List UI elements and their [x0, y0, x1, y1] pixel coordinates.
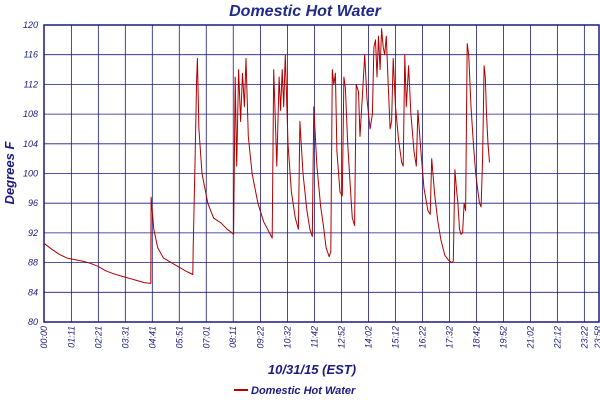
y-tick-label: 104 — [23, 139, 38, 149]
series-layer — [43, 28, 490, 284]
y-tick-label: 96 — [28, 198, 38, 208]
y-axis-label: Degrees F — [2, 141, 17, 205]
x-tick-label: 03:31 — [120, 326, 130, 349]
x-tick-label: 00:00 — [39, 326, 49, 349]
x-tick-label: 18:42 — [471, 326, 481, 349]
y-tick-label: 120 — [23, 20, 38, 30]
legend-label: Domestic Hot Water — [251, 385, 356, 397]
x-tick-label: 02:21 — [93, 326, 103, 349]
x-tick-label: 23:58 — [593, 326, 600, 350]
x-tick-label: 07:01 — [201, 326, 211, 349]
x-axis-label: 10/31/15 (EST) — [268, 362, 356, 377]
y-tick-label: 84 — [28, 287, 38, 297]
x-tick-label: 05:51 — [174, 326, 184, 349]
grid-lines — [44, 25, 599, 322]
y-tick-label: 112 — [24, 79, 38, 89]
x-tick-label: 11:42 — [310, 326, 320, 348]
y-tick-label: 92 — [28, 228, 38, 238]
x-tick-label: 01:11 — [66, 326, 76, 348]
y-tick-label: 108 — [23, 109, 38, 119]
x-tick-label: 17:32 — [444, 326, 454, 349]
x-axis-tick-labels: 00:00 01:11 02:21 03:31 04:41 05:51 07:01 08:11… — [39, 326, 600, 350]
x-tick-label: 22:12 — [552, 326, 562, 350]
x-tick-label: 04:41 — [147, 326, 157, 349]
x-tick-label: 08:11 — [228, 326, 238, 348]
x-tick-label: 09:22 — [256, 326, 266, 349]
x-tick-label: 14:02 — [364, 326, 374, 349]
x-tick-label: 12:52 — [337, 326, 347, 349]
x-tick-label: 15:12 — [391, 326, 401, 349]
series-line-domestic-hot-water — [43, 28, 490, 284]
y-tick-label: 80 — [28, 317, 38, 327]
y-tick-label: 116 — [24, 50, 38, 60]
x-tick-label: 19:52 — [498, 326, 508, 349]
x-tick-label: 16:22 — [417, 326, 427, 349]
chart-title: Domestic Hot Water — [229, 3, 382, 20]
x-tick-label: 21:02 — [525, 326, 535, 350]
legend: Domestic Hot Water — [234, 385, 356, 397]
y-axis-tick-labels: 80 84 88 92 96 100 104 108 112 116 120 — [23, 20, 38, 327]
y-tick-label: 88 — [28, 258, 38, 268]
x-tick-label: 23:22 — [579, 326, 589, 350]
y-tick-label: 100 — [23, 169, 38, 179]
x-tick-label: 10:32 — [283, 326, 293, 349]
